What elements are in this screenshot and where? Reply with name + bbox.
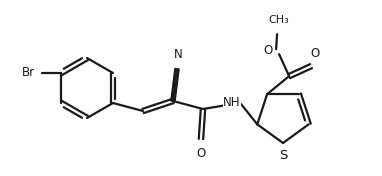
Text: Br: Br: [22, 67, 35, 80]
Text: O: O: [264, 44, 273, 57]
Text: S: S: [279, 149, 287, 162]
Text: N: N: [173, 48, 182, 61]
Text: O: O: [196, 147, 206, 160]
Text: O: O: [311, 47, 320, 60]
Text: CH₃: CH₃: [269, 15, 290, 25]
Text: NH: NH: [223, 96, 241, 108]
